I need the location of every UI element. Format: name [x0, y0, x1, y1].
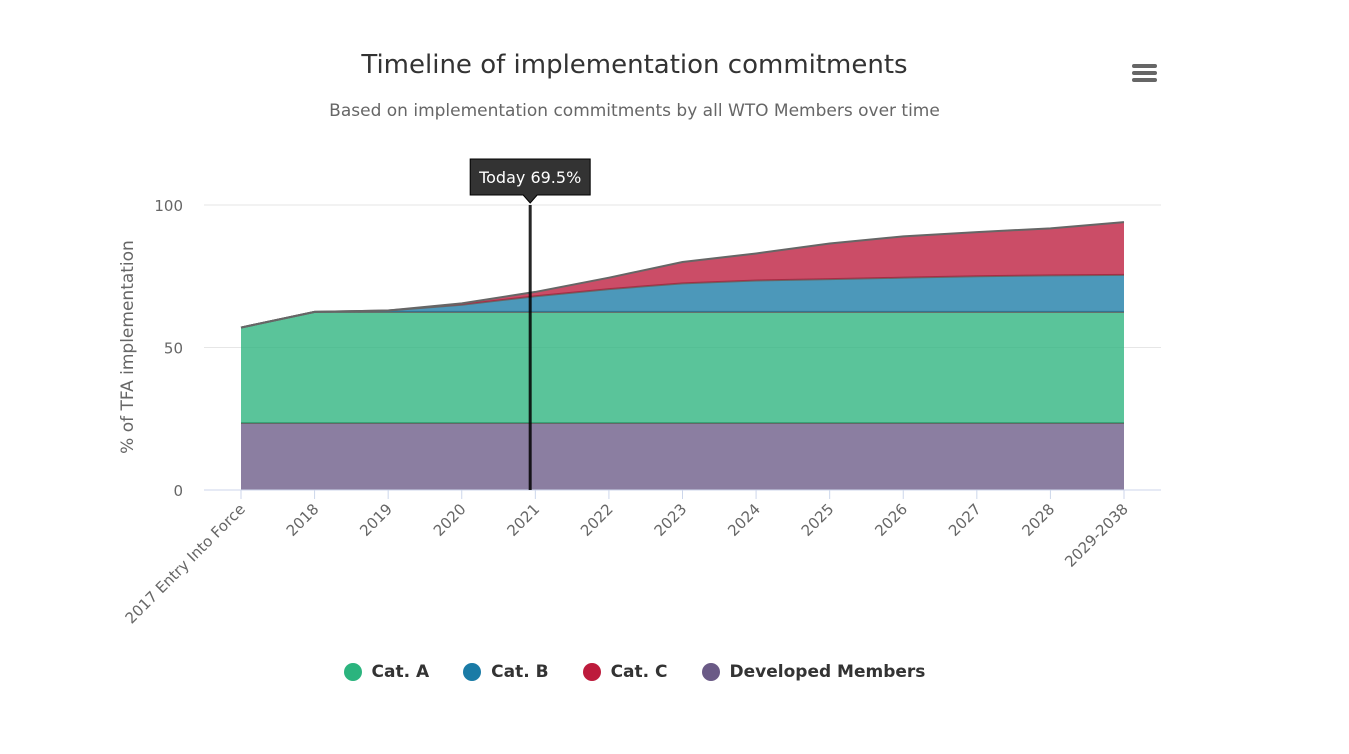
- hamburger-icon-bar: [1132, 78, 1157, 82]
- x-tick-label: 2020: [430, 500, 470, 540]
- chart-title: Timeline of implementation commitments: [361, 50, 908, 80]
- x-tick-label: 2018: [283, 500, 323, 540]
- legend-cat-b-icon: [463, 663, 482, 681]
- x-tick-label: 2028: [1019, 500, 1059, 540]
- y-tick-label: 50: [164, 340, 183, 358]
- legend-developed-members-icon: [701, 663, 720, 681]
- area-developed-members: [241, 423, 1124, 490]
- legend-item-cat-a[interactable]: Cat. A: [343, 662, 430, 682]
- legend-label: Cat. A: [371, 662, 430, 682]
- today-marker-box: [469, 158, 591, 204]
- legend-item-cat-b[interactable]: Cat. B: [463, 662, 549, 682]
- hamburger-icon-bar: [1132, 64, 1157, 68]
- chart-menu-button[interactable]: [1126, 58, 1162, 90]
- area-cat-b: [241, 274, 1124, 328]
- x-tick-label: 2024: [724, 500, 764, 540]
- chart-subtitle: Based on implementation commitments by a…: [329, 101, 940, 121]
- x-tick-label: 2019: [356, 500, 396, 540]
- hamburger-icon-bar: [1132, 71, 1157, 75]
- area-cat-a: [241, 311, 1124, 424]
- legend-cat-a-icon: [343, 663, 362, 681]
- x-tick-label: 2022: [577, 500, 617, 540]
- legend-item-cat-c[interactable]: Cat. C: [582, 662, 668, 682]
- y-tick-label: 0: [173, 482, 183, 500]
- legend-cat-c-icon: [582, 663, 601, 681]
- y-axis-label: % of TFA implementation: [118, 240, 138, 454]
- series-line-cat-c: [240, 221, 1125, 329]
- legend-label: Cat. B: [491, 662, 549, 682]
- chart-legend: Cat. A Cat. B Cat. C Developed Members: [0, 662, 1269, 682]
- legend-item-developed-members[interactable]: Developed Members: [701, 662, 926, 682]
- x-tick-label: 2021: [503, 500, 543, 540]
- area-cat-c: [241, 222, 1124, 328]
- today-marker-label: Today 69.5%: [478, 168, 581, 187]
- x-tick-label: 2027: [945, 500, 985, 540]
- x-tick-label: 2017 Entry Into Force: [122, 500, 249, 627]
- x-tick-label: 2029-2038: [1061, 500, 1132, 571]
- x-tick-label: 2025: [798, 500, 838, 540]
- legend-label: Developed Members: [729, 662, 926, 682]
- x-tick-label: 2026: [871, 500, 911, 540]
- legend-label: Cat. C: [610, 662, 668, 682]
- y-tick-label: 100: [154, 197, 183, 215]
- x-tick-label: 2023: [651, 500, 691, 540]
